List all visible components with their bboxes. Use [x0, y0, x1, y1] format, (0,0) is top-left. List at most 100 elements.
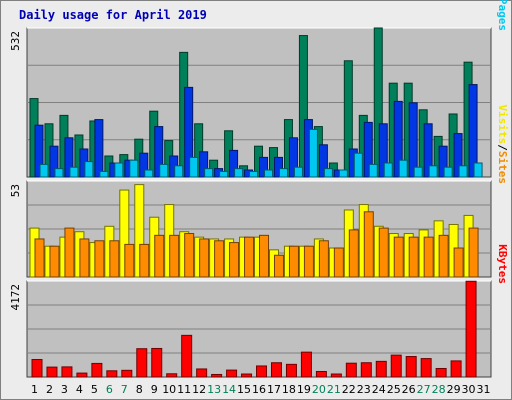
panel-max-label: 4172: [9, 284, 22, 311]
day-label-2: 2: [46, 383, 53, 396]
bar-kbytes-day-1: [31, 359, 43, 378]
bar-pages-day-3: [69, 166, 79, 178]
day-label-5: 5: [91, 383, 98, 396]
legend-label: /: [496, 144, 509, 151]
bar-pages-day-16: [264, 169, 274, 178]
bar-sites-day-30: [468, 227, 479, 278]
bar-kbytes-day-22: [345, 362, 357, 378]
bar-sites-day-23: [363, 211, 374, 278]
bar-files-day-27: [423, 123, 433, 178]
day-label-19: 19: [297, 383, 311, 396]
bar-pages-day-17: [278, 168, 288, 178]
bar-pages-day-18: [293, 166, 303, 178]
bar-sites-day-1: [34, 238, 45, 278]
bar-sites-day-26: [408, 236, 419, 278]
bar-sites-day-3: [64, 227, 75, 278]
day-label-4: 4: [76, 383, 83, 396]
bar-pages-day-23: [368, 163, 378, 178]
bar-pages-day-8: [144, 169, 154, 178]
day-label-6: 6: [106, 383, 113, 396]
bar-pages-day-9: [159, 163, 169, 178]
bar-sites-day-22: [348, 229, 359, 278]
bar-hits-day-12: [194, 123, 204, 178]
bar-sites-day-5: [94, 240, 105, 278]
panel-max-label: 532: [9, 31, 22, 51]
bar-files-day-28: [438, 145, 448, 178]
day-label-16: 16: [252, 383, 266, 396]
bar-sites-day-16: [259, 234, 270, 278]
day-label-17: 17: [267, 383, 281, 396]
bar-kbytes-day-12: [196, 368, 208, 378]
bar-pages-day-2: [54, 168, 64, 178]
bar-kbytes-day-9: [151, 347, 163, 378]
legend-label: KBytes: [496, 244, 509, 284]
bar-pages-day-20: [323, 168, 333, 178]
chart-title: Daily usage for April 2019: [19, 8, 207, 22]
day-label-27: 27: [417, 383, 431, 396]
bar-kbytes-day-26: [405, 356, 417, 378]
bar-files-day-20: [318, 144, 328, 178]
day-label-10: 10: [162, 383, 176, 396]
panel-visits-sites: 53 Visits/Sites: [9, 105, 509, 278]
bar-sites-day-27: [423, 236, 434, 278]
day-label-20: 20: [312, 383, 326, 396]
bar-kbytes-day-10: [166, 373, 178, 378]
bar-kbytes-day-15: [241, 373, 253, 378]
day-labels: 1 2 3 4 5 6 7 8 9 10 11 12 13 14 15 16 17 18 19 20 21 22 23 24 2…: [31, 383, 491, 396]
bar-sites-day-11: [184, 233, 195, 278]
bar-pages-day-24: [383, 162, 393, 178]
day-label-14: 14: [222, 383, 236, 396]
bar-pages-day-25: [398, 159, 408, 178]
bar-sites-day-25: [393, 236, 404, 278]
bar-sites-day-7: [124, 243, 135, 278]
day-label-7: 7: [121, 383, 128, 396]
bar-sites-day-21: [333, 247, 344, 278]
chart-panels: 532 Hits/Files/Pages 53 Visits/Sites 4172 KBy…: [9, 0, 509, 378]
bar-files-day-29: [453, 133, 463, 178]
bar-kbytes-day-27: [420, 358, 432, 378]
bar-sites-day-18: [288, 245, 299, 278]
panel-kbytes: 4172 KBytes: [9, 244, 509, 378]
day-label-18: 18: [282, 383, 296, 396]
bar-kbytes-day-24: [375, 360, 387, 378]
day-label-13: 13: [207, 383, 221, 396]
bar-kbytes-day-2: [46, 366, 58, 378]
day-label-1: 1: [31, 383, 38, 396]
bar-sites-day-8: [139, 243, 150, 278]
bar-pages-day-1: [39, 163, 49, 178]
bar-pages-day-4: [84, 161, 94, 178]
bar-sites-day-14: [229, 242, 240, 278]
bar-pages-day-5: [99, 170, 109, 178]
day-label-3: 3: [61, 383, 68, 396]
bar-sites-day-6: [109, 240, 120, 278]
bar-pages-day-22: [353, 152, 363, 178]
bar-kbytes-day-6: [106, 370, 118, 378]
bar-files-day-5: [94, 119, 104, 178]
bar-kbytes-day-20: [315, 370, 327, 378]
bar-files-day-2: [49, 145, 59, 178]
bar-files-day-11: [184, 86, 194, 178]
bar-pages-day-6: [114, 162, 124, 178]
legend-label: Visits: [496, 105, 509, 145]
bar-sites-day-24: [378, 227, 389, 278]
bar-files-day-3: [64, 137, 74, 178]
bar-visits-day-7: [119, 189, 130, 278]
panel-series-legend: Hits/Files/Pages: [496, 0, 509, 31]
panel-series-legend: Visits/Sites: [496, 105, 509, 185]
day-label-21: 21: [327, 383, 341, 396]
bar-kbytes-day-16: [256, 365, 268, 378]
panel-series-legend: KBytes: [496, 244, 509, 284]
bar-pages-day-14: [234, 168, 244, 178]
bar-sites-day-20: [318, 240, 329, 278]
bar-sites-day-28: [438, 234, 449, 278]
bar-kbytes-day-4: [76, 372, 88, 378]
bar-sites-day-4: [79, 238, 90, 278]
bar-files-day-9: [154, 126, 164, 178]
bar-kbytes-day-19: [300, 351, 312, 378]
bar-pages-day-15: [249, 170, 259, 178]
bar-pages-day-10: [174, 165, 184, 178]
bar-pages-day-29: [458, 165, 468, 178]
bar-sites-day-2: [49, 245, 60, 278]
bar-sites-day-10: [169, 234, 180, 278]
